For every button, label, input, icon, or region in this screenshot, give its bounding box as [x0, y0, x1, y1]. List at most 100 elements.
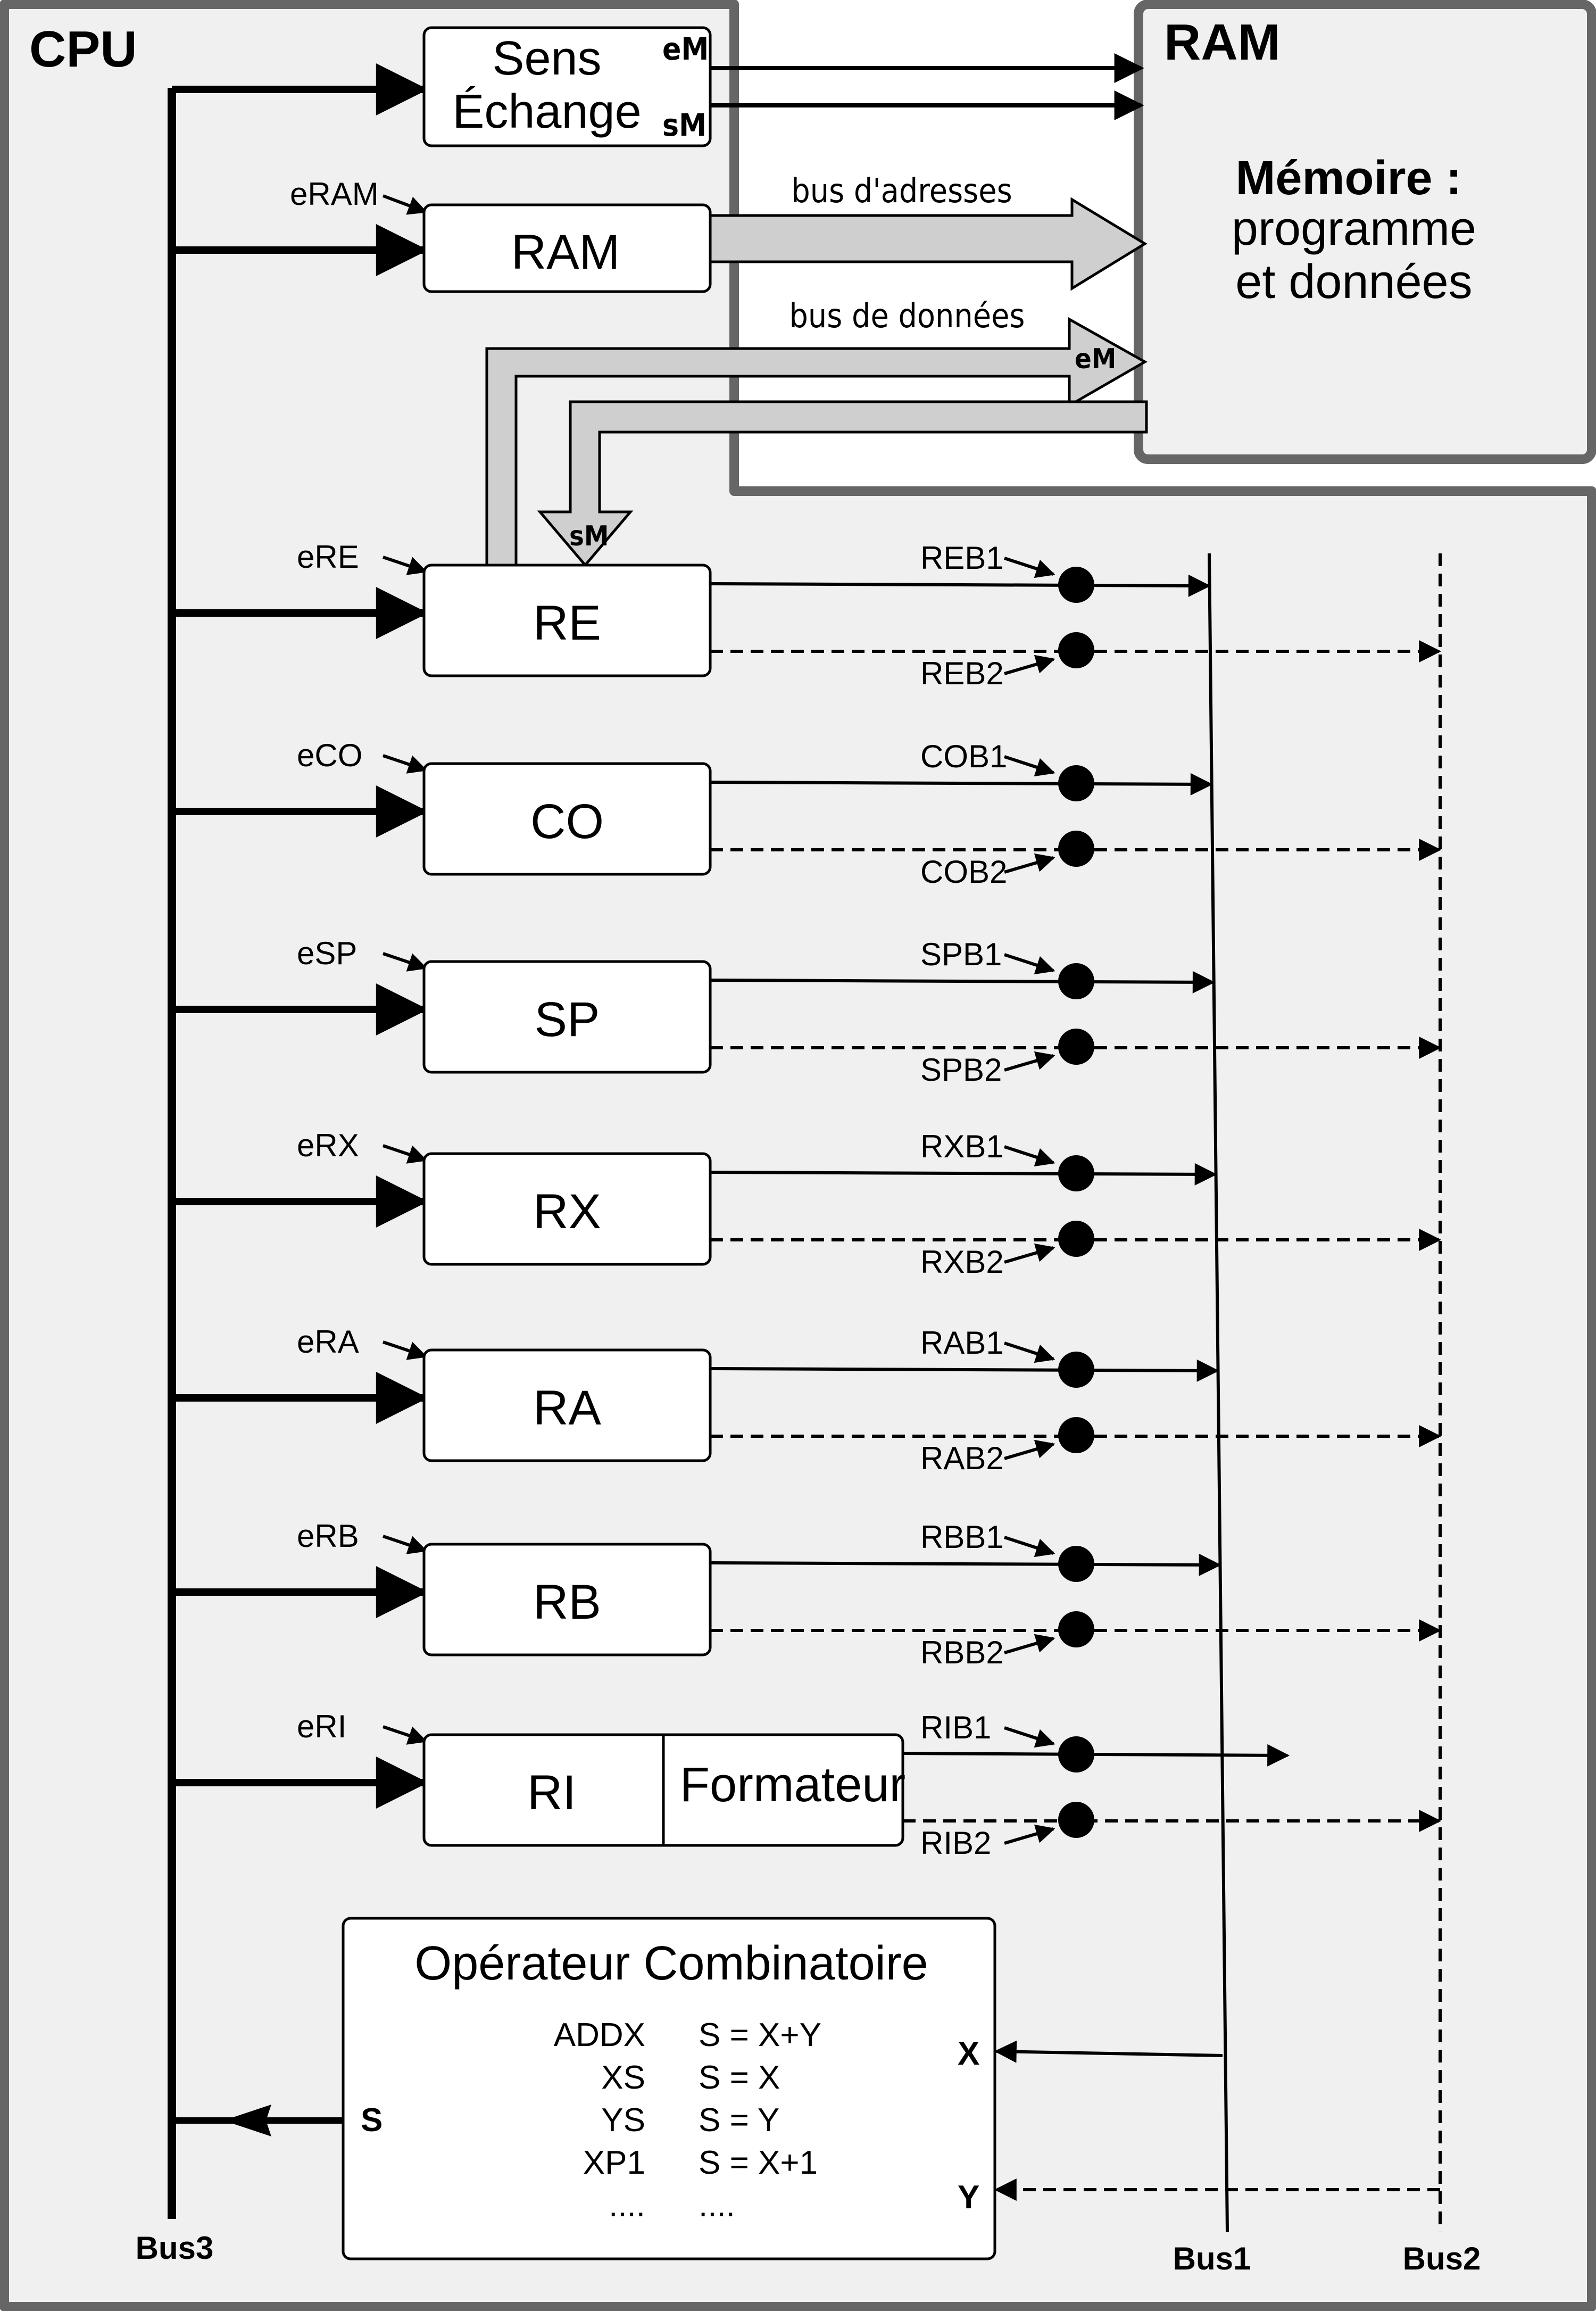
gate-co-b2 [1058, 831, 1094, 867]
gate-label-ra-b2: RAB2 [920, 1440, 1004, 1476]
enable-arrow-rx [383, 1144, 428, 1164]
operator-op-code: XS [601, 2059, 645, 2096]
enable-label-rx: eRX [297, 1128, 359, 1163]
gate-arrow-re-b2 [1004, 655, 1055, 675]
register-box-ra [422, 1348, 712, 1462]
gate-label-sp-b1: SPB1 [920, 937, 1002, 972]
enable-arrow-ri [383, 1725, 428, 1745]
operator-op-code: YS [601, 2102, 645, 2139]
operator-op-expression: S = Y [699, 2102, 779, 2139]
gate-label-rx-b2: RXB2 [920, 1244, 1004, 1280]
gate-ra-b1 [1058, 1352, 1094, 1388]
gate-label-ri-b2: RIB2 [920, 1825, 991, 1861]
gate-arrow-co-b1 [1004, 755, 1055, 777]
eram-arrow [382, 194, 428, 215]
gate-label-co-b1: COB1 [920, 739, 1007, 774]
gate-arrow-rb-b1 [1004, 1536, 1055, 1558]
bus3-label: Bus3 [136, 2230, 214, 2266]
enable-label-rb: eRB [297, 1518, 359, 1554]
operator-ops-list: ADDX S = X+Y XS S = X YS S = Y XP1 S = X+1.....… [554, 2017, 821, 2224]
gate-arrow-sp-b1 [1004, 953, 1055, 975]
gate-rx-b1 [1058, 1155, 1094, 1191]
exchange-line1: Sens [492, 32, 601, 85]
ram-frame [1134, 0, 1596, 464]
formatter-label: Formateur [680, 1758, 905, 1812]
enable-arrow-sp [383, 952, 428, 972]
register-label-ri: RI [527, 1766, 576, 1820]
operator-input-x-label: X [958, 2035, 979, 2072]
bus1-label: Bus1 [1173, 2241, 1251, 2276]
operator-input-y-label: Y [958, 2179, 979, 2216]
gate-label-ra-b1: RAB1 [920, 1325, 1004, 1361]
gate-label-re-b1: REB1 [920, 540, 1004, 576]
operator-op-expression: S = X [699, 2059, 780, 2096]
gate-ri-b2 [1058, 1802, 1094, 1838]
data-bus-sm-label: sM [569, 520, 609, 552]
register-label-re: RE [533, 596, 601, 650]
data-bus-label: bus de données [789, 296, 1025, 335]
gate-label-rb-b1: RBB1 [920, 1519, 1004, 1555]
gate-rx-b2 [1058, 1221, 1094, 1257]
gate-ri-b1 [1058, 1736, 1094, 1772]
operator-op-code: ADDX [554, 2017, 645, 2053]
operator-box [342, 1917, 996, 2260]
connection-re-bus1 [710, 574, 1211, 597]
gate-ra-b2 [1058, 1417, 1094, 1453]
connection-sp-bus1 [710, 971, 1215, 993]
gate-arrow-rb-b2 [1004, 1634, 1055, 1654]
operator-op-code: .... [609, 2187, 645, 2224]
data-bus-em-label: eM [1075, 343, 1116, 375]
register-label-rx: RX [533, 1185, 601, 1239]
register-rows: eRE RE REB1 REB2 eCO CO COB1 COB2 eSP SP SPB1 SPB2 e… [172, 539, 1442, 1861]
enable-label-ri: eRI [297, 1709, 346, 1744]
operator-op-expression: S = X+1 [699, 2144, 818, 2181]
enable-arrow-ra [383, 1340, 428, 1360]
register-label-co: CO [530, 794, 604, 849]
gate-arrow-co-b2 [1004, 853, 1055, 874]
gate-label-sp-b2: SPB2 [920, 1052, 1002, 1088]
gate-rb-b1 [1058, 1546, 1094, 1582]
gate-arrow-sp-b2 [1004, 1051, 1055, 1072]
gate-arrow-ri-b2 [1004, 1824, 1055, 1845]
bus2-label: Bus2 [1403, 2241, 1481, 2276]
gate-arrow-rx-b1 [1004, 1145, 1055, 1167]
register-box-rx [422, 1152, 712, 1266]
memory-line-donnees: et données [1235, 255, 1472, 309]
connection-rb-bus1 [710, 1553, 1221, 1576]
gate-re-b1 [1058, 567, 1094, 603]
memory-line-programme: programme [1232, 202, 1476, 255]
ram-title: RAM [1164, 14, 1281, 71]
operator-op-expression: S = X+Y [699, 2017, 821, 2053]
enable-label-ra: eRA [297, 1324, 359, 1360]
exchange-sm-label: sM [662, 107, 706, 143]
connection-ra-bus1 [710, 1359, 1219, 1382]
register-box-sp [422, 960, 712, 1074]
gate-label-re-b2: REB2 [920, 656, 1004, 691]
register-label-sp: SP [535, 992, 600, 1047]
register-box-re [422, 564, 712, 677]
gate-arrow-ra-b2 [1004, 1439, 1055, 1460]
gate-arrow-ri-b1 [1004, 1726, 1055, 1748]
gate-co-b1 [1058, 765, 1094, 801]
gate-rb-b2 [1058, 1611, 1094, 1647]
data-bus-read-path [537, 400, 1148, 567]
operator-op-code: XP1 [583, 2144, 645, 2181]
address-bus-arrow [709, 197, 1148, 291]
exchange-box [422, 26, 712, 147]
gate-arrow-re-b1 [1004, 557, 1055, 578]
operator-output-s-label: S [361, 2102, 383, 2139]
operator-op-expression: .... [699, 2187, 735, 2224]
memory-title: Mémoire : [1235, 152, 1461, 205]
register-label-ra: RA [533, 1381, 601, 1435]
register-label-rb: RB [533, 1575, 601, 1629]
cpu-title: CPU [29, 21, 137, 78]
bus1-to-x-arrow [994, 2040, 1223, 2063]
register-box-rb [422, 1543, 712, 1656]
gate-arrow-rx-b2 [1004, 1243, 1055, 1264]
enable-arrow-rb [383, 1535, 428, 1554]
gate-sp-b2 [1058, 1029, 1094, 1065]
enable-label-co: eCO [297, 738, 362, 773]
enable-label-re: eRE [297, 539, 359, 575]
data-bus-write-path [485, 317, 1148, 565]
